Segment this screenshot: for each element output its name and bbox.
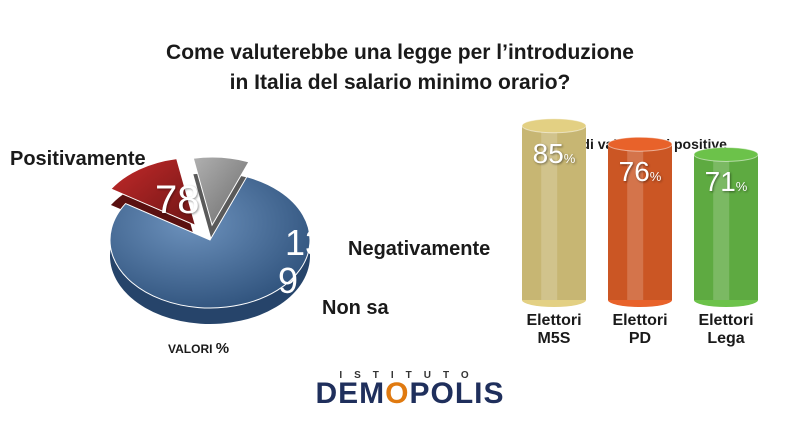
bar-value-1: 76%	[608, 156, 672, 188]
bar-category-line2-0: M5S	[537, 330, 571, 347]
demopolis-logo: ISTITUTO DEMOPOLIS	[300, 370, 520, 409]
units-note: VALORI %	[168, 340, 229, 357]
bar-category-line2-2: Lega	[707, 330, 745, 347]
slice-negativamente	[110, 158, 197, 227]
slice-non-sa	[192, 156, 250, 227]
bar-value-number-0: 85	[532, 137, 564, 169]
label-positivamente: Positivamente	[10, 148, 146, 170]
logo-istituto: ISTITUTO	[339, 370, 481, 381]
bar-category-2: Elettori Lega	[686, 312, 766, 348]
bar-category-line2-1: PD	[628, 330, 652, 347]
bar-category-0: Elettori M5S	[514, 312, 594, 348]
slice-positivamente	[109, 176, 311, 309]
bar-value-2: 71%	[694, 166, 758, 198]
bar-value-suffix-1: %	[649, 169, 662, 185]
pie-slices	[109, 156, 311, 309]
logo-part-2: POLIS	[409, 377, 505, 410]
value-negativamente: 13	[285, 222, 326, 263]
logo-o: O	[385, 377, 410, 410]
bar-base-1	[608, 293, 672, 307]
bar-base-2	[694, 293, 758, 307]
label-negativamente: Negativamente	[348, 238, 491, 260]
units-note-symbol: %	[215, 340, 230, 357]
title-line-1: Come valuterebbe una legge per l’introdu…	[166, 41, 634, 64]
bar-value-suffix-0: %	[563, 150, 576, 166]
label-non-sa: Non sa	[322, 297, 389, 319]
bar-category-line1-1: Elettori	[612, 312, 668, 329]
bar-category-line1-0: Elettori	[526, 312, 582, 329]
logo-part-1: DEM	[315, 377, 386, 410]
bar-value-suffix-2: %	[735, 179, 748, 195]
logo-demopolis: DEMOPOLIS	[300, 379, 520, 409]
chart-title: Come valuterebbe una legge per l’introdu…	[0, 38, 800, 98]
bar-value-number-1: 76	[618, 156, 650, 188]
bar-category-1: Elettori PD	[600, 312, 680, 348]
bar-base-0	[522, 293, 586, 307]
bar-category-line1-2: Elettori	[698, 312, 754, 329]
value-non-sa: 9	[278, 260, 299, 301]
pie-chart	[109, 156, 311, 324]
units-note-text: VALORI	[168, 342, 213, 356]
bar-value-0: 85%	[522, 138, 586, 170]
bar-value-number-2: 71	[704, 166, 736, 198]
bar-cap-0	[521, 118, 587, 134]
title-line-2: in Italia del salario minimo orario?	[229, 71, 571, 94]
value-positivamente: 78	[155, 178, 200, 222]
